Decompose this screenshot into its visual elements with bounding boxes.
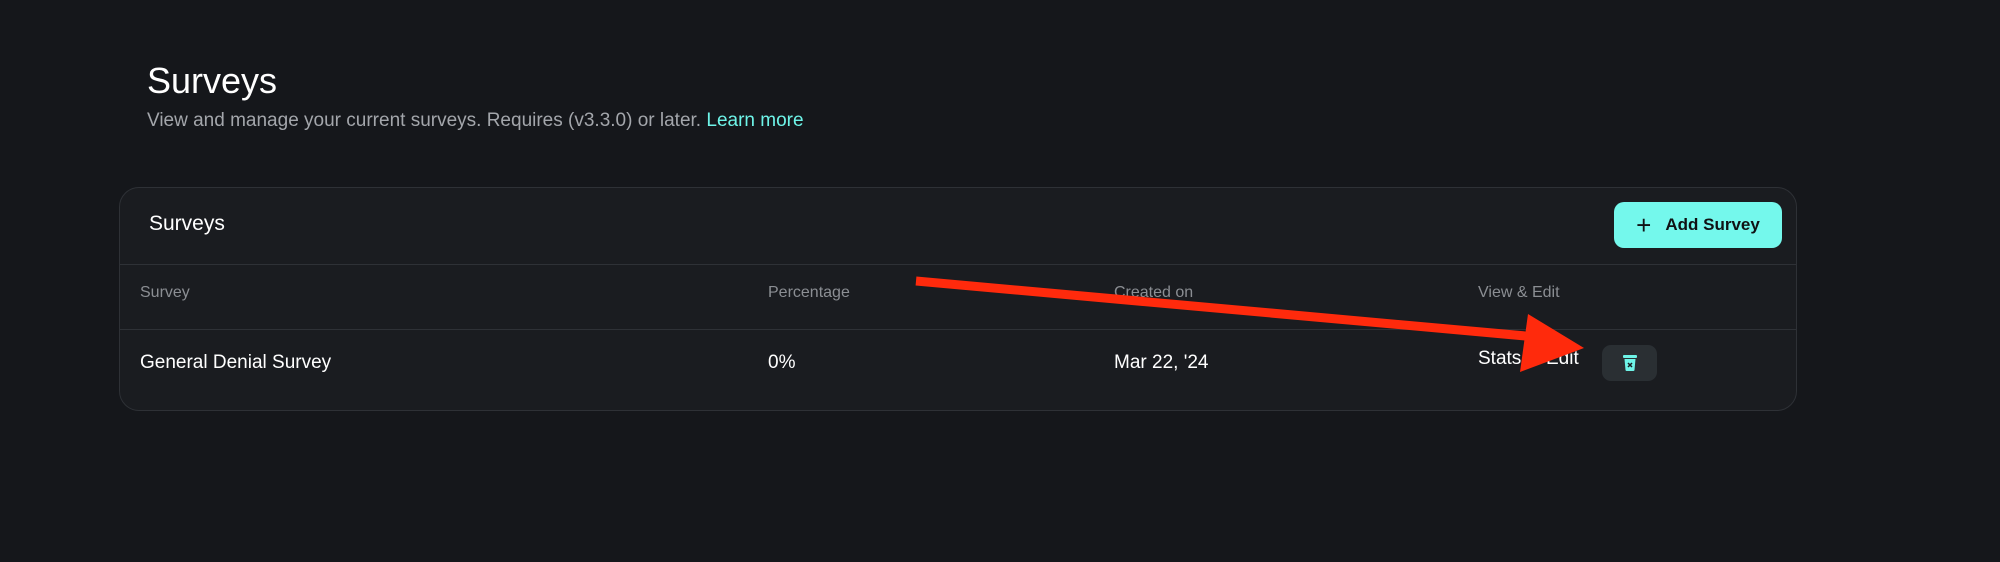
subtitle-text: View and manage your current surveys. Re… <box>147 110 702 131</box>
survey-created: Mar 22, '24 <box>1114 352 1209 373</box>
add-survey-button[interactable]: + Add Survey <box>1614 202 1782 248</box>
column-divider <box>120 329 1796 330</box>
stats-link[interactable]: Stats <box>1478 348 1522 369</box>
card-title: Surveys <box>149 212 225 235</box>
survey-percentage: 0% <box>768 352 796 373</box>
annotation-arrow-shaft <box>915 276 1549 343</box>
survey-name: General Denial Survey <box>140 352 332 373</box>
header-divider <box>120 264 1796 265</box>
learn-more-link[interactable]: Learn more <box>706 110 804 131</box>
page-subtitle: View and manage your current surveys. Re… <box>147 110 804 132</box>
trash-icon <box>1622 355 1637 371</box>
column-header-percentage: Percentage <box>768 284 850 301</box>
column-header-view-edit: View & Edit <box>1478 284 1560 301</box>
plus-icon: + <box>1636 210 1652 240</box>
delete-button[interactable] <box>1602 345 1657 381</box>
surveys-card: Surveys + Add Survey Survey Percentage C… <box>119 187 1797 411</box>
add-survey-label: Add Survey <box>1665 215 1760 234</box>
page-title: Surveys <box>147 60 278 101</box>
column-header-survey: Survey <box>140 284 190 301</box>
annotation-arrow-head <box>1520 314 1584 372</box>
